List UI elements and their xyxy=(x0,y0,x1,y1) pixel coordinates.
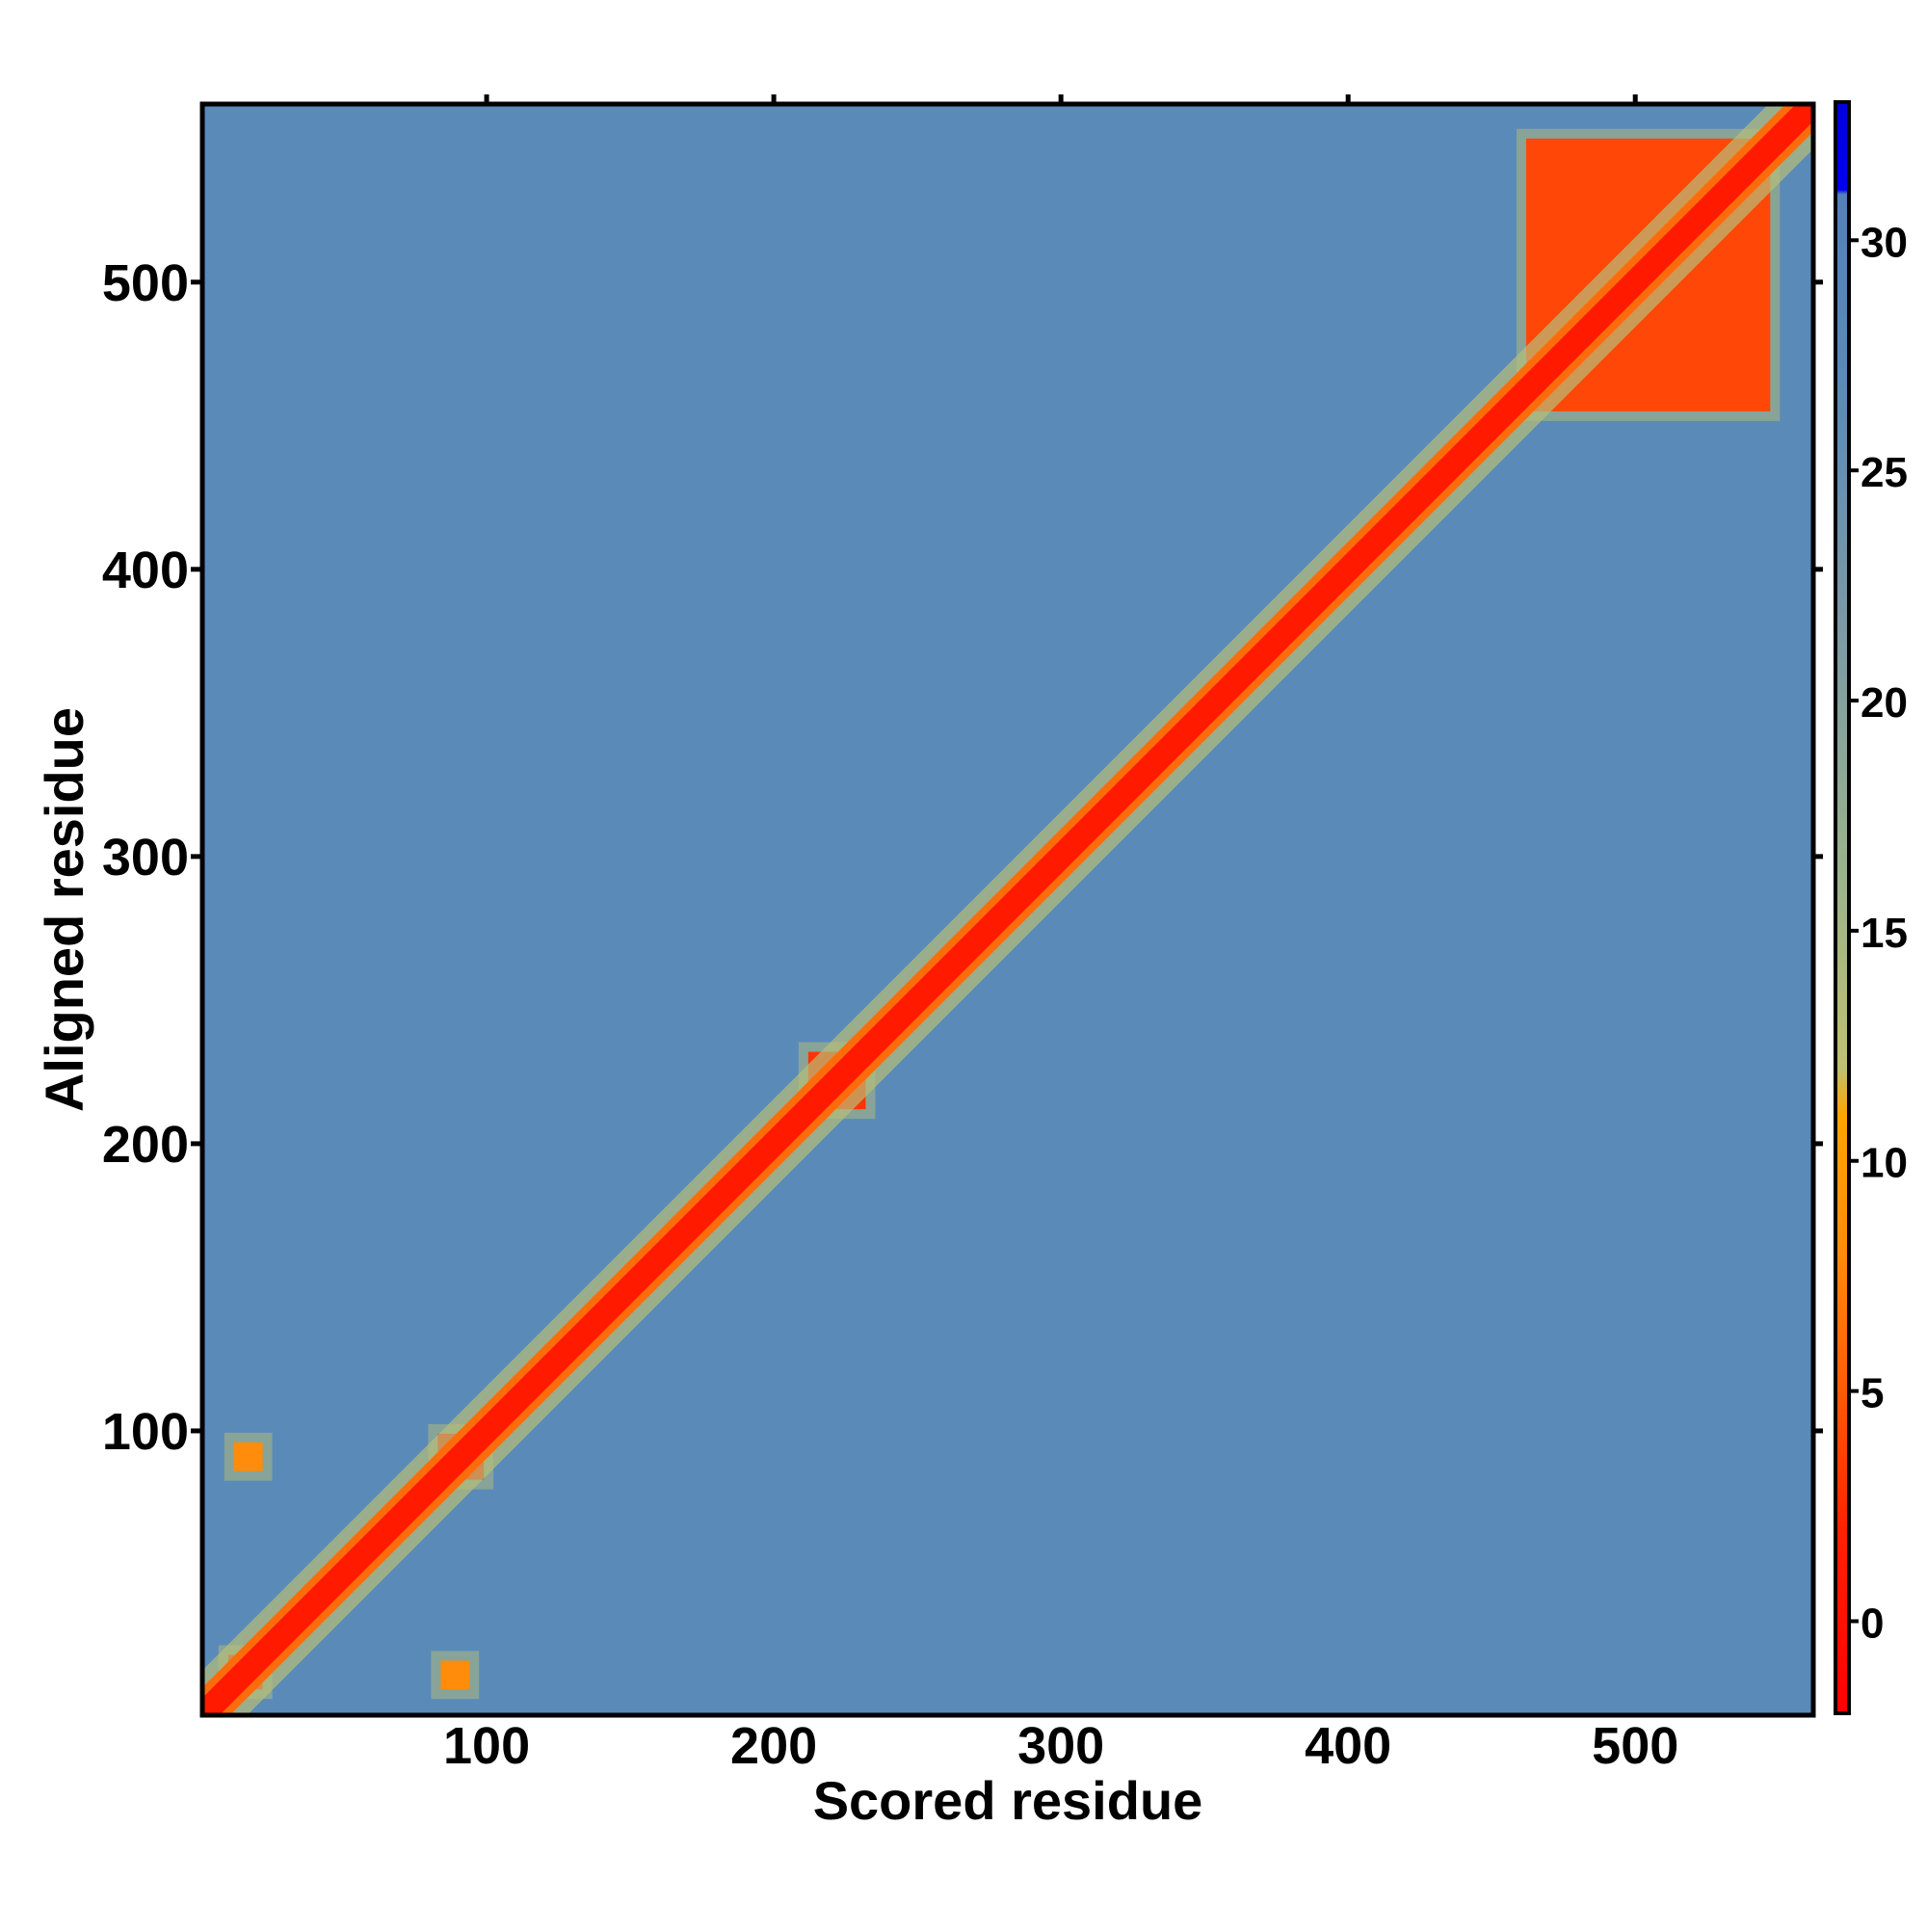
x-axis-ticks: 100 200 300 400 500 xyxy=(443,94,1678,1775)
plot-frame xyxy=(199,101,1816,1718)
y-tick-label: 200 xyxy=(102,1116,189,1174)
colorbar xyxy=(1834,100,1851,1715)
y-axis-ticks: 100 200 300 400 500 xyxy=(102,254,1823,1461)
colorbar-tick-label: 15 xyxy=(1861,910,1908,957)
heatmap-block xyxy=(440,1660,470,1690)
diagonal-band xyxy=(202,104,1813,1715)
y-tick-label: 400 xyxy=(102,542,189,599)
y-tick-label: 300 xyxy=(102,829,189,887)
colorbar-tick-label: 20 xyxy=(1861,679,1908,727)
y-tick-label: 500 xyxy=(102,254,189,312)
y-axis-label: Aligned residue xyxy=(34,707,94,1112)
colorbar-ticks: 0 5 10 15 20 25 30 xyxy=(1849,219,1908,1647)
x-tick-label: 500 xyxy=(1592,1717,1678,1775)
heatmap-plot-area xyxy=(202,104,1813,1715)
x-axis-label: Scored residue xyxy=(813,1770,1203,1831)
x-tick-label: 100 xyxy=(443,1717,530,1775)
y-tick-label: 100 xyxy=(102,1403,189,1461)
colorbar-tick-label: 5 xyxy=(1861,1370,1884,1417)
x-tick-label: 400 xyxy=(1305,1717,1391,1775)
heatmap-block xyxy=(233,1442,263,1471)
x-tick-label: 200 xyxy=(730,1717,817,1775)
colorbar-tick-label: 30 xyxy=(1861,219,1908,266)
colorbar-tick-label: 10 xyxy=(1861,1140,1908,1187)
colorbar-tick-label: 25 xyxy=(1861,449,1908,496)
x-tick-label: 300 xyxy=(1017,1717,1104,1775)
colorbar-tick-label: 0 xyxy=(1861,1600,1884,1647)
